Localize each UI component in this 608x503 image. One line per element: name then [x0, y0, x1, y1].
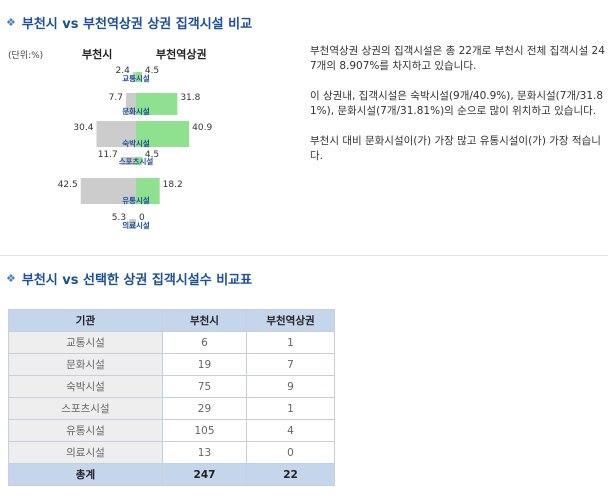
bar-bucheon [120, 157, 136, 165]
table-cell: 6 [161, 331, 248, 354]
category-label: 문화시설 [122, 106, 150, 116]
table-row: 스포츠시설 29 1 [8, 397, 335, 420]
summary-text: 부천역상권 상권의 집객시설은 총 22개로 부천시 전체 집객시설 247개의… [310, 44, 606, 179]
table-cell: 총계 [8, 463, 163, 486]
value-label-bucheon: 5.3 [112, 213, 126, 223]
table-cell: 교통시설 [8, 331, 163, 354]
value-label-bucheon: 2.4 [116, 66, 131, 76]
table-cell: 75 [161, 375, 248, 398]
category-label: 숙박시설 [122, 138, 150, 148]
table-cell: 숙박시설 [8, 375, 163, 398]
diamond-bullet-icon: ❖ [6, 272, 16, 285]
table-cell: 문화시설 [8, 353, 163, 376]
table-total-row: 총계 247 22 [8, 463, 335, 486]
table-cell: 9 [246, 375, 335, 398]
bar-bucheon-station [136, 121, 190, 147]
value-label-bucheon: 42.5 [58, 180, 78, 190]
table-cell: 0 [246, 441, 335, 464]
summary-paragraph: 이 상권내, 집객시설은 숙박시설(9개/40.9%), 문화시설(7개/31.… [310, 90, 604, 117]
section1-title: ❖ 부천시 vs 부천역상권 상권 집객시설 비교 [6, 13, 252, 32]
table-header-cell: 기관 [8, 309, 163, 332]
table-cell: 스포츠시설 [8, 397, 163, 420]
table-cell: 1 [246, 331, 335, 354]
table-cell: 의료시설 [8, 441, 163, 464]
category-label: 유통시설 [122, 195, 150, 205]
category-label: 의료시설 [122, 220, 150, 230]
chart-legend-bucheon-station: 부천역상권 [156, 48, 207, 61]
table-cell: 1 [246, 397, 335, 420]
table-header-cell: 부천역상권 [246, 309, 335, 332]
table-cell: 29 [161, 397, 248, 420]
value-label-bucheon-station: 4.5 [145, 150, 159, 160]
diamond-bullet-icon: ❖ [6, 16, 16, 29]
table-row: 문화시설 19 7 [8, 353, 335, 376]
section1-title-text: 부천시 vs 부천역상권 상권 집객시설 비교 [21, 17, 253, 32]
value-label-bucheon: 30.4 [73, 123, 93, 133]
section2-title-text: 부천시 vs 선택한 상권 집객시설수 비교표 [21, 273, 253, 288]
bar-bucheon [125, 93, 136, 115]
table-cell: 22 [246, 463, 335, 486]
value-label-bucheon-station: 18.2 [163, 180, 183, 190]
table-cell: 247 [161, 463, 248, 486]
bar-bucheon-station [136, 178, 160, 204]
table-header-cell: 부천시 [161, 309, 248, 332]
table-cell: 유통시설 [8, 419, 163, 442]
summary-paragraph: 부천시 대비 문화시설이(가) 가장 많고 유통시설이(가) 가장 적습니다. [310, 135, 601, 162]
table-cell: 105 [161, 419, 248, 442]
section2-title: ❖ 부천시 vs 선택한 상권 집객시설수 비교표 [6, 269, 252, 288]
section-divider [0, 255, 608, 256]
value-label-bucheon-station: 4.5 [145, 66, 159, 76]
chart-legend-bucheon: 부천시 [82, 48, 113, 61]
value-label-bucheon-station: 40.9 [192, 123, 212, 133]
bar-bucheon [96, 121, 136, 147]
table-header-row: 기관 부천시 부천역상권 [8, 309, 335, 332]
bar-bucheon-station [136, 93, 178, 115]
table-cell: 19 [161, 353, 248, 376]
value-label-bucheon-station: 31.8 [180, 93, 200, 103]
category-label: 교통시설 [122, 73, 150, 83]
value-label-bucheon: 7.7 [109, 93, 123, 103]
table-row: 숙박시설 75 9 [8, 375, 335, 398]
table-row: 교통시설 6 1 [8, 331, 335, 354]
bar-bucheon [129, 219, 136, 229]
value-label-bucheon: 11.7 [98, 150, 118, 160]
table-cell: 13 [161, 441, 248, 464]
chart-unit-label: (단위:%) [8, 51, 44, 61]
bar-bucheon-station [136, 72, 142, 82]
table-row: 의료시설 13 0 [8, 441, 335, 464]
table-row: 유통시설 105 4 [8, 419, 335, 442]
value-label-bucheon-station: 0 [139, 213, 145, 223]
category-label: 스포츠시설 [119, 156, 154, 166]
summary-paragraph: 부천역상권 상권의 집객시설은 총 22개로 부천시 전체 집객시설 247개의… [310, 45, 605, 72]
table-cell: 4 [246, 419, 335, 442]
bar-bucheon [80, 178, 136, 204]
bar-bucheon [132, 72, 136, 82]
bar-bucheon-station [136, 157, 142, 165]
comparison-table: 기관 부천시 부천역상권 교통시설 6 1 문화시설 19 7 숙박시설 75 … [8, 309, 335, 486]
table-cell: 7 [246, 353, 335, 376]
